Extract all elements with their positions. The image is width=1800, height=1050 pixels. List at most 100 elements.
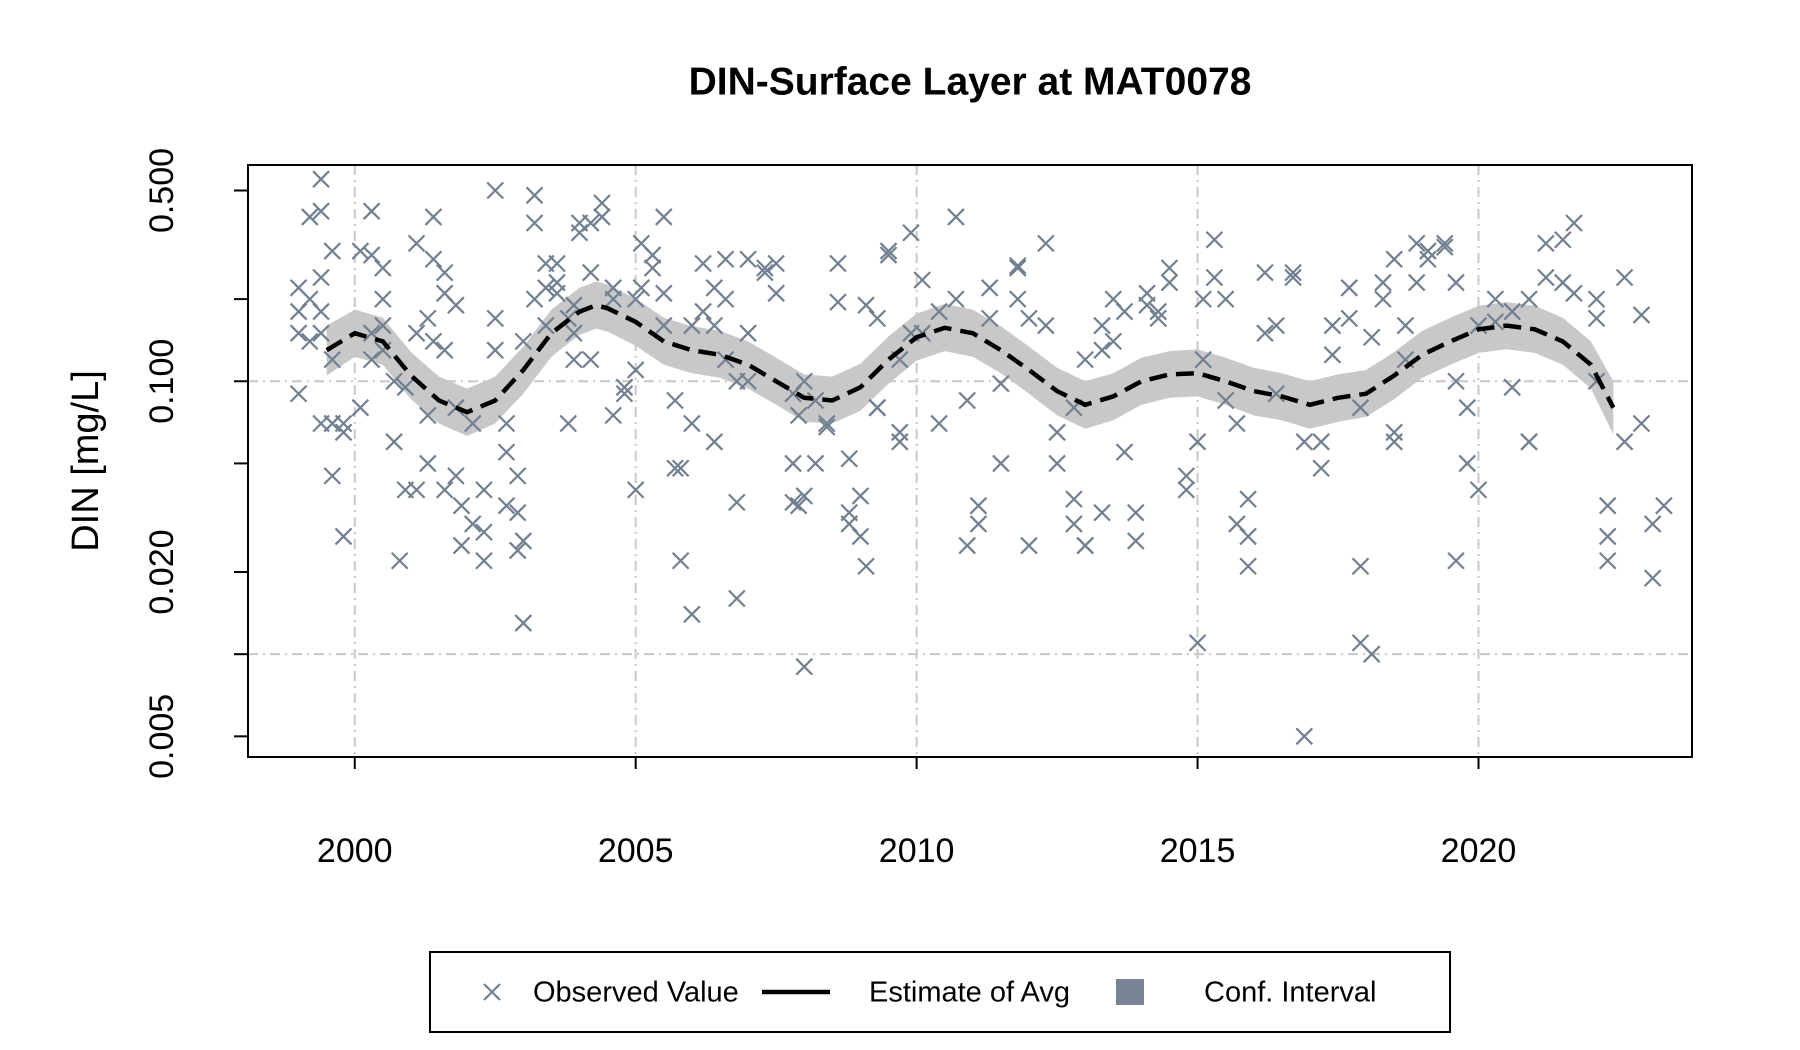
observed-point (497, 496, 516, 515)
observed-point (806, 391, 825, 410)
observed-point (1340, 309, 1359, 328)
observed-point (581, 263, 600, 282)
observed-point (1312, 433, 1330, 451)
observed-point (1160, 259, 1179, 277)
observed-point (475, 481, 493, 499)
observed-point (301, 332, 319, 351)
observed-point (1374, 273, 1392, 292)
observed-point (890, 433, 909, 451)
observed-point (739, 372, 757, 391)
observed-point (1419, 250, 1437, 268)
observed-point (435, 263, 454, 282)
observed-point (1267, 384, 1285, 403)
observed-point (643, 259, 662, 277)
observed-point (626, 361, 645, 379)
plot-frame (247, 164, 1693, 758)
observed-point (1419, 242, 1437, 260)
observed-point (1351, 398, 1370, 417)
observed-point (334, 414, 353, 433)
observed-point (857, 557, 875, 576)
observed-point (452, 496, 471, 515)
observed-point (1643, 515, 1662, 533)
observed-point (1115, 302, 1134, 321)
points-layer (289, 170, 1673, 746)
observed-point (447, 467, 465, 485)
observed-point (632, 279, 651, 297)
observed-point (1553, 230, 1572, 249)
observed-point (1503, 378, 1521, 397)
observed-point (1385, 250, 1403, 268)
observed-point (868, 309, 887, 328)
observed-point (1295, 727, 1314, 746)
observed-point (1615, 433, 1634, 451)
observed-point (1093, 341, 1111, 359)
observed-point (756, 259, 774, 277)
observed-point (1188, 634, 1207, 652)
observed-point (1239, 557, 1257, 576)
observed-point (1565, 284, 1583, 303)
x-tick-label: 2005 (598, 832, 674, 870)
observed-point (407, 234, 426, 253)
observed-point (334, 527, 353, 546)
observed-point (581, 350, 600, 369)
y-tick-label: 0.020 (143, 529, 181, 614)
observed-point (1486, 290, 1505, 308)
observed-point (1323, 316, 1342, 335)
observed-point (1205, 230, 1224, 249)
observed-point (1447, 273, 1465, 292)
observed-point (1138, 296, 1156, 314)
observed-point (537, 279, 555, 297)
observed-point (385, 372, 403, 391)
x-tick-label: 2000 (317, 832, 393, 870)
legend-label: Observed Value (533, 977, 739, 1009)
observed-point (1436, 238, 1454, 256)
observed-point (486, 309, 504, 328)
observed-point (396, 378, 415, 397)
observed-point (1458, 398, 1477, 417)
observed-point (1037, 234, 1055, 253)
observed-point (1065, 490, 1083, 508)
observed-point (334, 423, 353, 442)
observed-point (1008, 290, 1027, 308)
observed-point (1587, 309, 1606, 328)
observed-point (829, 293, 847, 311)
legend-label: Conf. Interval (1204, 977, 1376, 1009)
observed-point (1239, 490, 1257, 508)
observed-point (1194, 350, 1212, 369)
observed-point (486, 341, 504, 359)
observed-point (1126, 503, 1145, 522)
observed-point (1374, 290, 1392, 308)
observed-point (1216, 391, 1235, 410)
observed-point (1295, 433, 1314, 451)
x-tick-label: 2020 (1441, 832, 1517, 870)
observed-point (301, 208, 319, 226)
observed-point (851, 527, 870, 546)
observed-point (1458, 454, 1477, 473)
y-tick-label: 0.100 (143, 339, 181, 424)
observed-point (1065, 515, 1083, 533)
observed-point (362, 246, 381, 264)
observed-point (351, 242, 370, 260)
observed-point (626, 290, 645, 308)
observed-point (829, 254, 847, 273)
observed-point (795, 657, 814, 676)
observed-point (694, 302, 712, 321)
observed-point (1615, 268, 1634, 287)
observed-point (1351, 557, 1370, 576)
observed-point (362, 350, 381, 369)
observed-point (958, 536, 976, 555)
observed-point (1093, 503, 1111, 522)
observed-point (1407, 234, 1426, 253)
observed-point (537, 316, 555, 335)
observed-point (626, 481, 645, 499)
observed-point (1188, 433, 1207, 451)
observed-point (739, 324, 757, 342)
observed-point (508, 541, 527, 560)
observed-point (486, 181, 504, 200)
observed-point (581, 214, 600, 232)
observed-point (362, 202, 381, 220)
observed-point (1632, 306, 1651, 324)
observed-point (312, 170, 330, 188)
observed-point (1008, 259, 1027, 277)
observed-point (767, 284, 785, 303)
